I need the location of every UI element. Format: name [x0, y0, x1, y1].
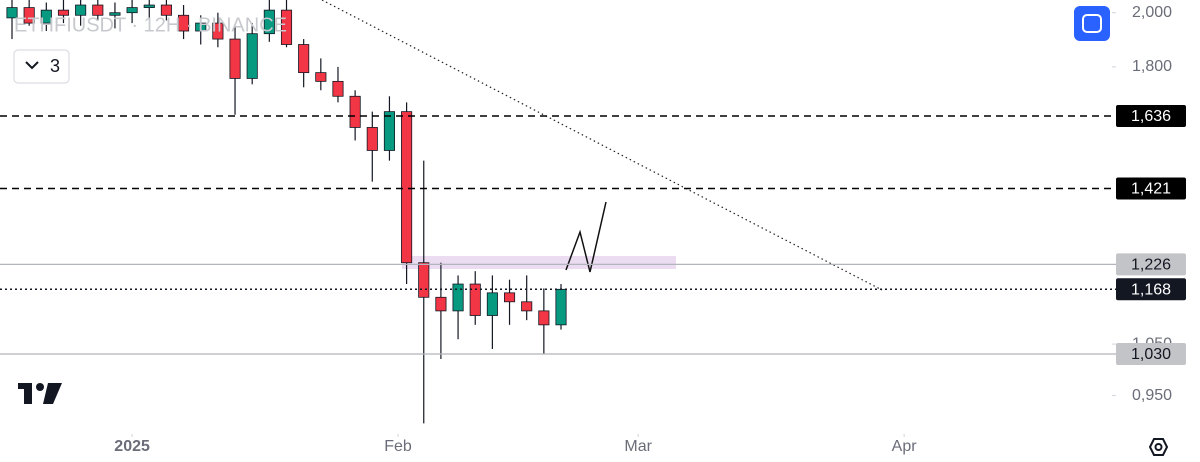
- y-tick-label: 1,800: [1132, 58, 1172, 75]
- candle-body: [435, 296, 447, 312]
- candle-body: [143, 4, 155, 8]
- candle-body: [246, 33, 258, 79]
- candle-body: [92, 4, 104, 16]
- candle-body: [280, 9, 293, 45]
- tv-logo: [18, 383, 62, 404]
- settings-icon-center: [1154, 443, 1163, 451]
- settings-button[interactable]: [1148, 438, 1169, 456]
- interval-dropdown[interactable]: 3: [13, 49, 70, 84]
- candle-body: [160, 4, 172, 16]
- logo-part: [36, 383, 44, 391]
- dropdown-box[interactable]: [13, 49, 70, 84]
- level-label: 1,226: [1131, 257, 1171, 274]
- projection-path: [565, 201, 607, 273]
- logo-part: [43, 383, 62, 404]
- candle-body: [383, 111, 395, 151]
- candle-body: [366, 127, 378, 151]
- candle-body: [555, 288, 567, 326]
- level-label: 1,636: [1131, 108, 1171, 125]
- candle-body: [538, 310, 550, 326]
- candle-body: [57, 9, 70, 16]
- candle-body: [195, 22, 207, 32]
- x-tick-label: Apr: [892, 438, 918, 455]
- candle-body: [109, 12, 121, 16]
- level-label-bg: [1116, 177, 1186, 200]
- level-label: 1,168: [1131, 282, 1171, 299]
- candle-body: [23, 7, 35, 24]
- candle-body: [486, 292, 498, 316]
- candle-body: [126, 7, 138, 14]
- candle-body: [469, 283, 481, 316]
- symbol-title: ETHFIUSDT · 12H · BINANCE: [14, 14, 287, 36]
- level-label: 1,421: [1131, 181, 1171, 198]
- trend-line: [321, 0, 883, 291]
- candle-body: [401, 111, 413, 264]
- candle-body: [349, 95, 361, 128]
- dropdown-count: 3: [50, 56, 60, 76]
- zone-rect: [402, 256, 676, 269]
- level-label: 1,030: [1131, 346, 1171, 363]
- candle-body: [178, 14, 190, 32]
- candle-body: [418, 262, 430, 298]
- candle-body: [229, 38, 241, 79]
- candle-body: [298, 44, 310, 74]
- x-tick-label: Feb: [384, 438, 412, 455]
- candle-body: [452, 283, 464, 312]
- level-label-bg: [1116, 105, 1186, 128]
- level-label-bg: [1116, 253, 1186, 276]
- chevron-icon: [25, 61, 39, 70]
- x-tick-label: 2025: [114, 438, 150, 455]
- candle-body: [332, 80, 344, 97]
- candle-body: [263, 9, 275, 35]
- candle-body: [503, 292, 516, 303]
- y-tick-label: 0,950: [1132, 387, 1172, 404]
- y-tick-label: 2,000: [1132, 4, 1172, 21]
- level-label-bg: [1116, 342, 1186, 365]
- button-icon: [1082, 14, 1102, 33]
- candle-body: [521, 301, 533, 312]
- x-tick-label: Mar: [624, 438, 652, 455]
- candle-body: [212, 22, 224, 40]
- fullscreen-button[interactable]: [1074, 6, 1110, 41]
- candle-body: [6, 7, 18, 19]
- candle-body: [40, 9, 52, 24]
- candle-body: [315, 72, 327, 82]
- logo-part: [24, 383, 32, 404]
- settings-icon[interactable]: [1148, 438, 1169, 456]
- candle-body: [75, 4, 87, 16]
- level-label-bg: [1116, 278, 1186, 301]
